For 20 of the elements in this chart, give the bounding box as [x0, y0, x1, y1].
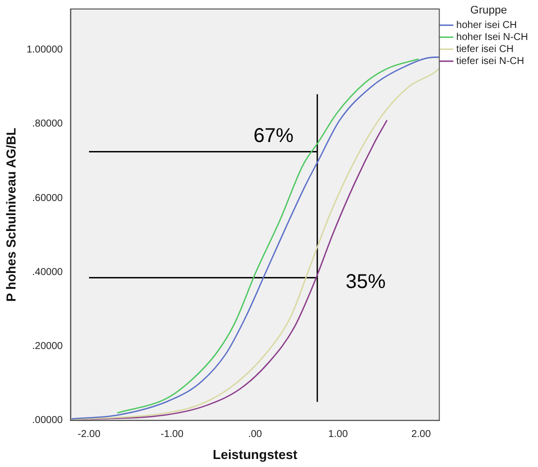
x-tick-label: -1.00: [160, 429, 184, 440]
x-tick-label: 1.00: [328, 429, 348, 440]
annotation: 35%: [346, 271, 386, 294]
x-tick-label: -2.00: [78, 429, 101, 440]
y-tick-label: .20000: [32, 341, 64, 352]
y-tick-label: .60000: [32, 192, 64, 204]
annotation: 67%: [253, 125, 294, 148]
y-tick-label: .80000: [32, 118, 64, 130]
y-tick-label: .40000: [32, 266, 64, 278]
legend-label: hoher isei CH: [456, 20, 517, 31]
legend-label: tiefer isei N-CH: [456, 56, 524, 67]
legend-label: hoher Isei N-CH: [456, 32, 528, 43]
y-axis-title: P hohes Schulniveau AG/BL: [3, 128, 18, 302]
x-tick-label: .00: [248, 429, 262, 440]
x-tick-label: 2.00: [411, 429, 432, 440]
legend-title: Gruppe: [470, 4, 508, 17]
x-axis-title: Leistungstest: [212, 446, 298, 462]
y-tick-label: 1.00000: [26, 44, 64, 56]
y-tick-label: .00000: [32, 415, 64, 426]
legend-label: tiefer isei CH: [456, 44, 514, 55]
